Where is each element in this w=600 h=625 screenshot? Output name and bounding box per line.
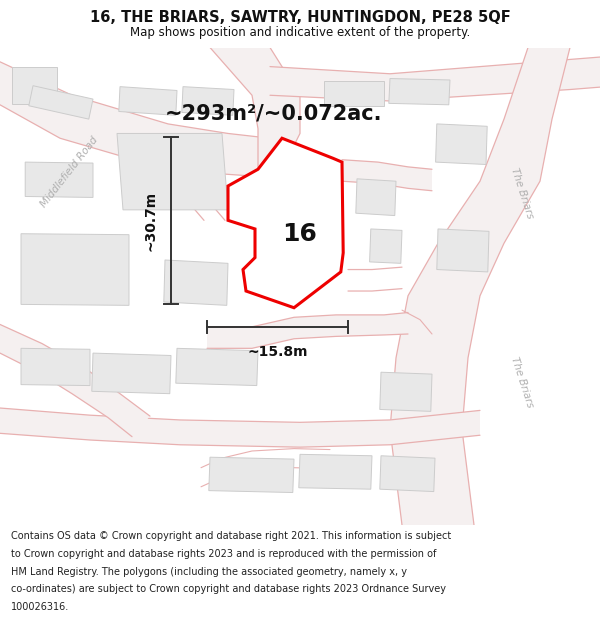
Polygon shape <box>164 260 228 306</box>
Text: Map shows position and indicative extent of the property.: Map shows position and indicative extent… <box>130 26 470 39</box>
Polygon shape <box>389 79 450 105</box>
Text: The Briars: The Briars <box>509 355 535 409</box>
Polygon shape <box>437 229 489 272</box>
Polygon shape <box>21 348 90 386</box>
Text: ~30.7m: ~30.7m <box>144 191 158 251</box>
Text: 16, THE BRIARS, SAWTRY, HUNTINGDON, PE28 5QF: 16, THE BRIARS, SAWTRY, HUNTINGDON, PE28… <box>89 9 511 24</box>
Text: co-ordinates) are subject to Crown copyright and database rights 2023 Ordnance S: co-ordinates) are subject to Crown copyr… <box>11 584 446 594</box>
Polygon shape <box>176 348 258 386</box>
Polygon shape <box>436 124 487 164</box>
Polygon shape <box>390 48 570 525</box>
Polygon shape <box>209 458 294 492</box>
Text: 16: 16 <box>283 222 317 246</box>
Text: 100026316.: 100026316. <box>11 602 69 612</box>
Text: ~15.8m: ~15.8m <box>247 345 308 359</box>
Polygon shape <box>0 62 270 176</box>
Polygon shape <box>324 81 384 106</box>
Text: HM Land Registry. The polygons (including the associated geometry, namely x, y: HM Land Registry. The polygons (includin… <box>11 567 407 577</box>
Polygon shape <box>21 234 129 306</box>
Text: Middlefield Road: Middlefield Road <box>38 134 100 209</box>
Polygon shape <box>92 353 171 394</box>
Polygon shape <box>182 87 234 115</box>
Polygon shape <box>370 229 402 263</box>
Text: to Crown copyright and database rights 2023 and is reproduced with the permissio: to Crown copyright and database rights 2… <box>11 549 436 559</box>
Polygon shape <box>119 87 177 115</box>
Polygon shape <box>25 162 93 198</box>
Polygon shape <box>342 160 432 191</box>
Polygon shape <box>117 134 228 210</box>
Text: The Briars: The Briars <box>509 166 535 220</box>
Polygon shape <box>207 312 408 348</box>
Polygon shape <box>380 372 432 411</box>
Polygon shape <box>0 408 480 447</box>
Text: ~293m²/~0.072ac.: ~293m²/~0.072ac. <box>165 103 383 123</box>
Polygon shape <box>270 57 600 101</box>
Polygon shape <box>228 138 343 308</box>
Polygon shape <box>210 48 300 176</box>
Polygon shape <box>356 179 396 216</box>
Text: Contains OS data © Crown copyright and database right 2021. This information is : Contains OS data © Crown copyright and d… <box>11 531 451 541</box>
Polygon shape <box>0 324 150 437</box>
Polygon shape <box>299 454 372 489</box>
Polygon shape <box>12 67 57 104</box>
Polygon shape <box>29 86 93 119</box>
Polygon shape <box>380 456 435 492</box>
